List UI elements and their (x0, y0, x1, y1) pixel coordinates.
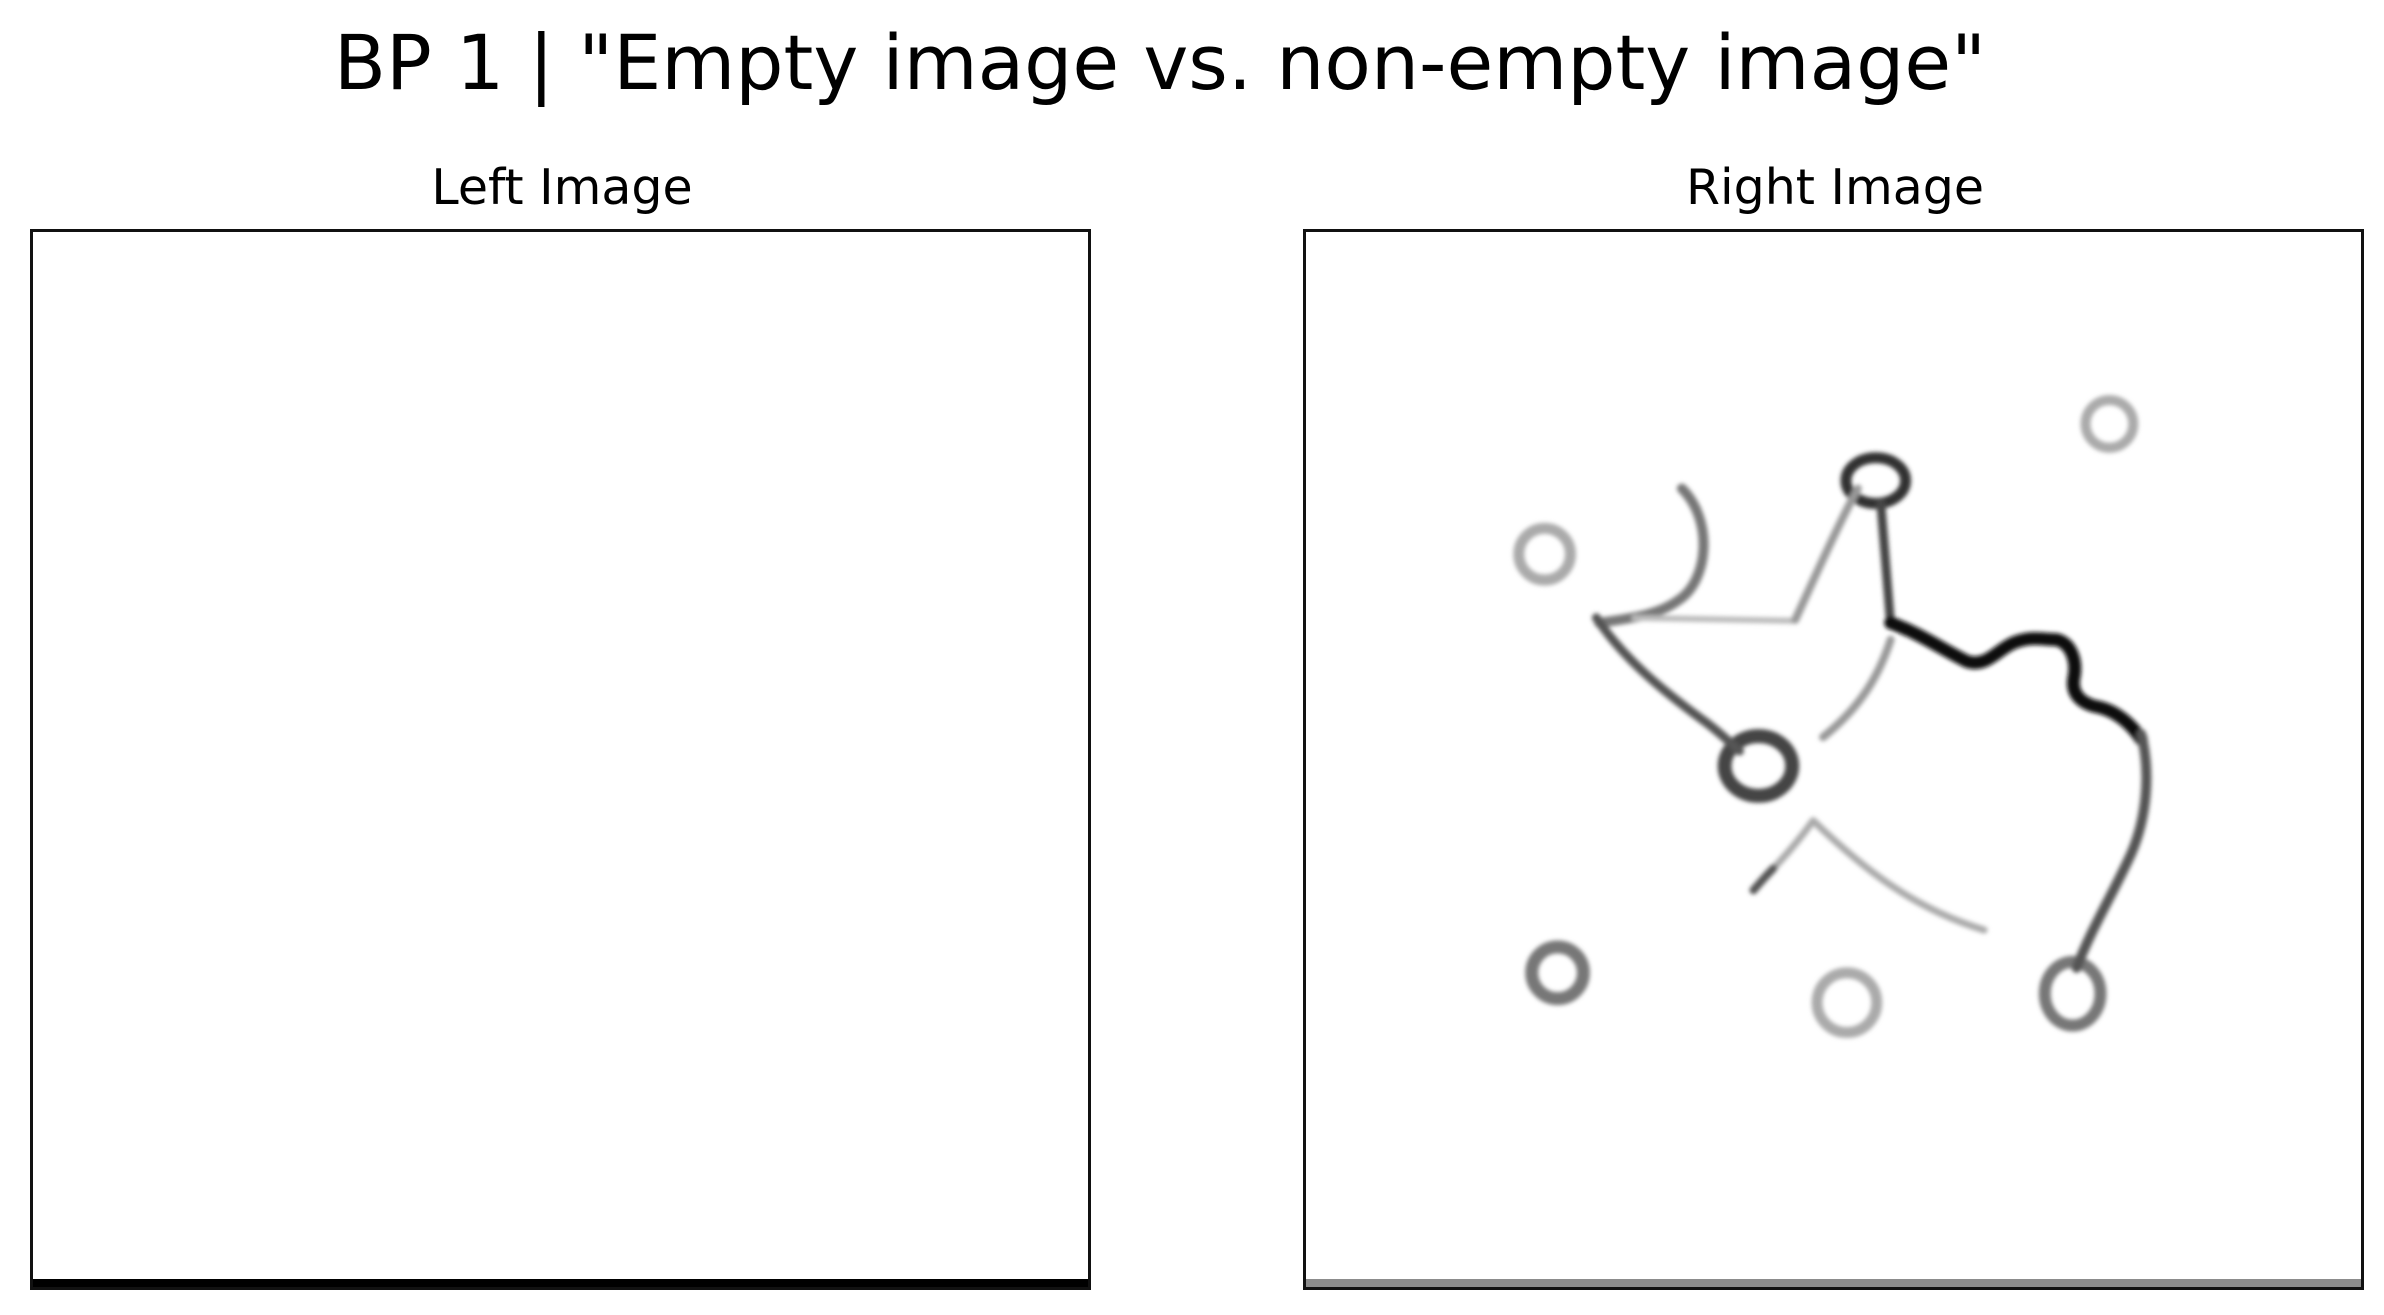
star-left-leg (1791, 484, 1862, 624)
right-image-drawing (1513, 395, 2152, 1038)
circle-top-node (1840, 452, 1912, 509)
left-image-panel (30, 229, 1091, 1290)
right-panel-title: Right Image (1685, 159, 1985, 216)
star-right-leg (1819, 635, 1895, 742)
circle-upper-left (1513, 522, 1576, 586)
left-panel-title: Left Image (431, 159, 693, 216)
vertical-stroke (1876, 497, 1896, 630)
circle-lower-left (1525, 940, 1590, 1006)
figure-title: BP 1 | "Empty image vs. non-empty image" (333, 18, 1987, 107)
lower-chevron-dark-end (1749, 864, 1778, 895)
circle-top-right (2080, 395, 2139, 453)
arc-stroke (1594, 483, 1709, 628)
faint-horizontal-stroke (1631, 614, 1797, 624)
circle-lower-right (2038, 955, 2107, 1032)
right-bottom-band (1306, 1279, 2361, 1287)
diagonal-stroke (1591, 613, 1745, 756)
left-bottom-band (33, 1279, 1088, 1287)
lower-chevron-stroke (1749, 817, 1988, 934)
circle-center-node (1717, 729, 1800, 803)
right-descending-stroke (2071, 729, 2152, 973)
right-image-panel (1303, 229, 2364, 1290)
thick-wavy-stroke (1884, 616, 2148, 746)
circle-bottom-center (1811, 967, 1883, 1038)
